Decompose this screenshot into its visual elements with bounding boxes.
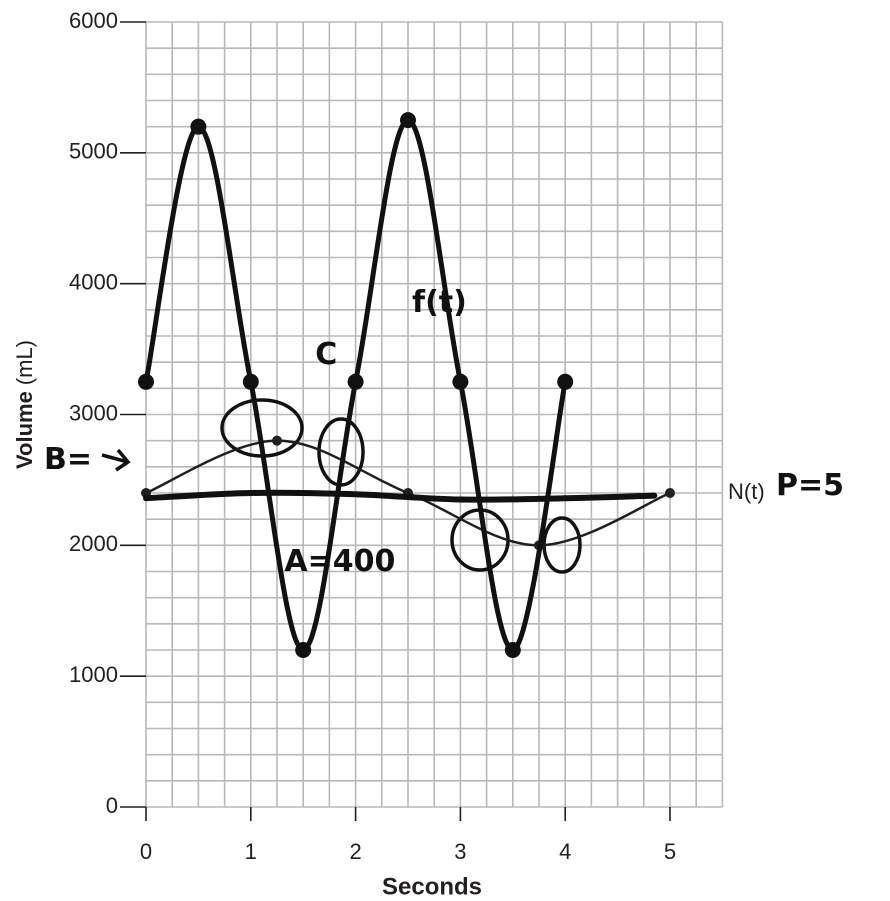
data-point	[452, 373, 469, 390]
y-axis-label-name: Volume	[12, 391, 37, 469]
y-tick-label: 6000	[69, 8, 118, 33]
data-point	[138, 373, 154, 390]
x-tick-label: 0	[140, 839, 152, 864]
series-label: f(t)	[412, 285, 467, 320]
x-tick-label: 5	[664, 839, 676, 864]
x-tick-label: 1	[245, 839, 257, 864]
data-point	[400, 112, 416, 129]
y-axis-label-unit: (mL)	[12, 340, 37, 385]
series-line	[143, 489, 658, 503]
grid	[145, 21, 724, 808]
data-point	[504, 642, 521, 658]
data-point	[272, 435, 282, 446]
x-axis-label: Seconds	[382, 873, 482, 900]
series-label: N(t)	[728, 479, 765, 504]
data-point	[665, 488, 675, 498]
annotation: B=	[44, 442, 92, 477]
data-point	[295, 642, 312, 658]
data-point	[190, 118, 207, 135]
y-tick-label: 5000	[69, 139, 118, 164]
data-point	[347, 373, 364, 390]
y-tick-label: 2000	[69, 531, 118, 556]
x-tick-label: 4	[559, 839, 571, 864]
hand-arrow	[101, 448, 131, 472]
y-axis-label: Volume (mL)	[12, 340, 37, 469]
data-point	[557, 373, 574, 390]
y-tick-label: 1000	[69, 662, 118, 687]
annotation: A=400	[284, 544, 395, 579]
y-tick-label: 0	[106, 793, 118, 818]
x-tick-label: 2	[349, 839, 361, 864]
annotation: C	[315, 337, 337, 372]
y-tick-label: 3000	[69, 400, 118, 425]
data-point	[242, 373, 259, 390]
x-tick-label: 3	[454, 839, 466, 864]
y-tick-label: 4000	[69, 269, 118, 294]
annotation: P=5	[776, 468, 844, 503]
